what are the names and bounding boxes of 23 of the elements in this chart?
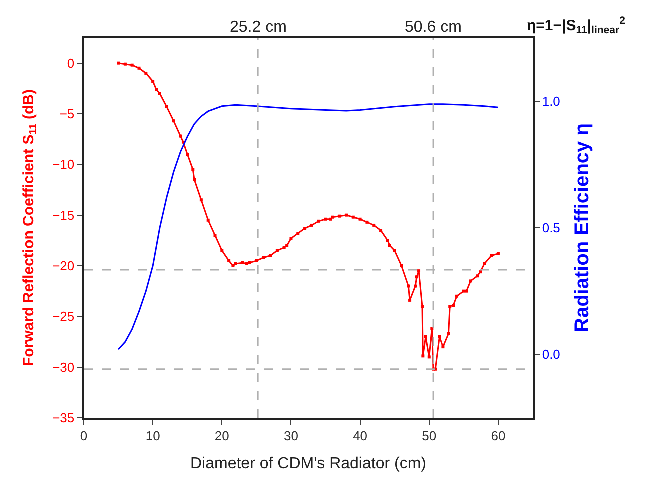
y2-tick-label: 1.0 <box>542 94 560 109</box>
x-tick-label: 50 <box>422 428 437 444</box>
y2-tick-label: 0.5 <box>542 220 560 236</box>
x-tick-label: 60 <box>491 428 506 444</box>
y-tick-label: −10 <box>52 157 75 172</box>
y-tick-label: −25 <box>52 309 75 324</box>
y-tick-label: −15 <box>52 208 75 223</box>
x-tick-label: 0 <box>80 428 88 444</box>
x-tick-label: 40 <box>353 428 368 444</box>
y-tick-label: 0 <box>67 56 75 71</box>
x-tick-label: 30 <box>284 428 298 444</box>
x-axis-title: Diameter of CDM's Radiator (cm) <box>190 456 426 473</box>
x-tick-label: 20 <box>214 428 230 444</box>
ref-line-label: 25.2 cm <box>230 19 287 36</box>
y-tick-label: −20 <box>52 258 75 274</box>
y-tick-label: −30 <box>52 360 75 375</box>
x-tick-label: 10 <box>146 428 160 444</box>
ref-line-label: 50.6 cm <box>405 19 462 36</box>
line-series <box>118 104 500 350</box>
y2-tick-label: 0.0 <box>542 347 560 362</box>
y-tick-label: −5 <box>60 106 75 122</box>
y2-axis-title: Radiation Efficiency η <box>571 124 594 332</box>
y-tick-label: −35 <box>52 410 75 426</box>
